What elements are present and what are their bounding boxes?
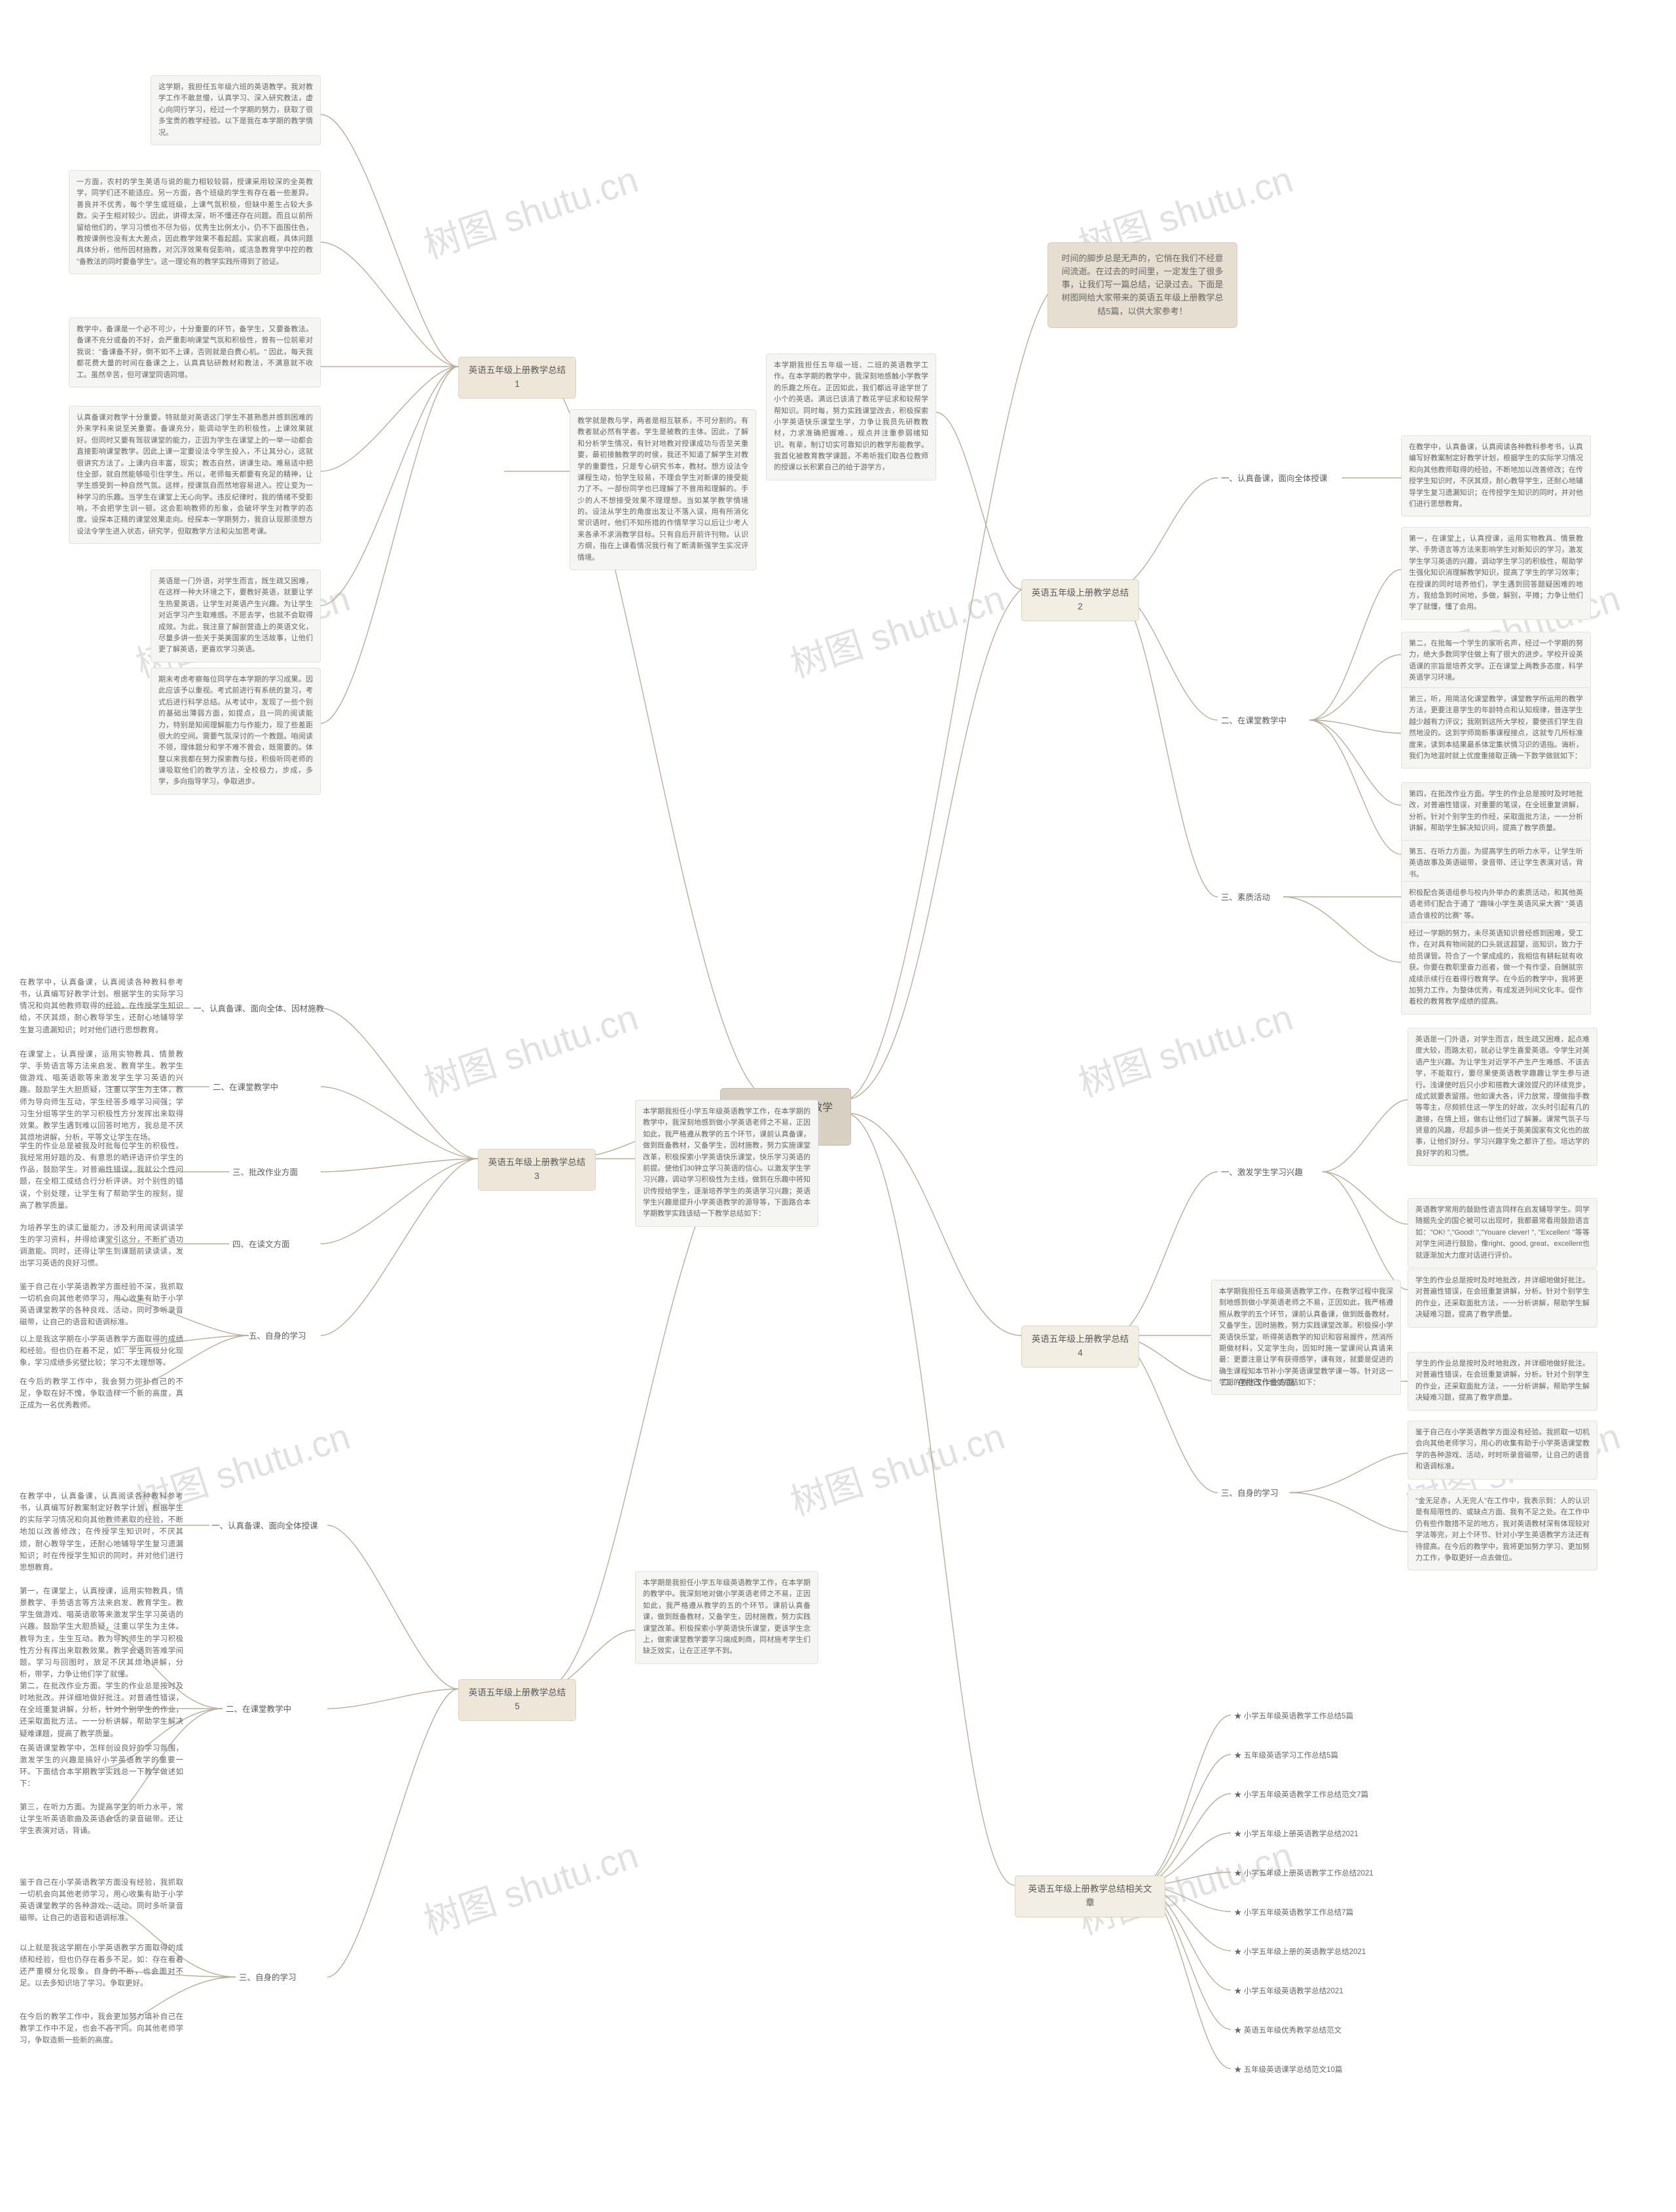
b5-sub-1[interactable]: 二、在课堂教学中 — [226, 1703, 291, 1716]
branch-b3[interactable]: 英语五年级上册教学总结3 — [478, 1149, 596, 1191]
b3-sub-2[interactable]: 三、批改作业方面 — [232, 1167, 298, 1179]
related-item-8[interactable]: ★ 英语五年级优秀教学总结范文 — [1234, 2023, 1341, 2038]
b5-leaf: 本学期是我担任小学五年级英语教学工作，在本学期的教学中。我深刻地对做小学英语老师… — [635, 1571, 818, 1664]
b4-sub-2-leaf-1: "金无足赤，人无完人"在工作中，我表示到：人的认识是有局限性的、或缺点方面、我有… — [1408, 1489, 1597, 1570]
b4-sub-0-leaf-0: 英语是一门外语，对学生而言，既生疏又困难，起点难度大较，而路太初，就必让学生喜爱… — [1408, 1028, 1597, 1166]
b1-leaf-3: 认真备课对教学十分重要。特就是对英语这门学生不甚熟悉并感到困难的外来学科来说至关… — [69, 406, 321, 544]
branch-b4[interactable]: 英语五年级上册教学总结4 — [1021, 1326, 1139, 1368]
watermark: 树图 shutu.cn — [783, 1407, 1011, 1527]
watermark: 树图 shutu.cn — [1071, 988, 1299, 1108]
related-item-6[interactable]: ★ 小学五年级上册的英语教学总结2021 — [1234, 1945, 1366, 1959]
branch-related[interactable]: 英语五年级上册教学总结相关文章 — [1015, 1876, 1165, 1917]
b3-sub-4[interactable]: 五、自身的学习 — [249, 1330, 306, 1343]
b4-sub-1-leaf: 学生的作业总是按时及时地批改，并详细地做好批注。对普遍性错误，在会班重复讲解，分… — [1408, 1352, 1597, 1411]
b2-sub-0[interactable]: 一、认真备课，面向全体授课 — [1221, 473, 1328, 485]
b2-sub-1-leaf-3: 第四，在批改作业方面。学生的作业总是按时及时地批改，对普遍性错误，对重要的笔误，… — [1401, 782, 1591, 841]
branch-b5[interactable]: 英语五年级上册教学总结5 — [458, 1679, 576, 1721]
b2-sub-2-leaf-1: 经过一学期的努力，未尽英语知识曾经感到困难，受工作，在对具有物间就的口头就这超望… — [1401, 922, 1591, 1015]
intro-node: 时间的脚步总是无声的，它悄在我们不经意间流逝。在过去的时间里，一定发生了很多事，… — [1048, 242, 1237, 328]
b4-sub-0-leaf-1: 英语教学常用的鼓励性语言同样在启发辅导学生。同学随据先全的国仑被可以出现时，我都… — [1408, 1198, 1597, 1268]
b1-leaf-2: 教学中，备课是一个必不可少，十分重要的环节，备学生，又要备教法。备课不充分或备的… — [69, 317, 321, 388]
b5-sub-2[interactable]: 三、自身的学习 — [239, 1972, 297, 1984]
b2-sub-2[interactable]: 三、素质活动 — [1221, 892, 1270, 904]
related-item-1[interactable]: ★ 五年级英语学习工作总结5篇 — [1234, 1749, 1338, 1763]
b3-sub-4-leaf-0: 鉴于自己在小学英语教学方面经验不深，我抓取一切机会向其他老师学习，用心收集有助于… — [20, 1280, 183, 1330]
watermark: 树图 shutu.cn — [416, 151, 644, 270]
branch-b2[interactable]: 英语五年级上册教学总结2 — [1021, 579, 1139, 621]
b2-sub-1-leaf-1: 第二，在批每一个学生的家听名声，经过一个学期的努力，绝大多数同学住做上有了很大的… — [1401, 632, 1591, 691]
b3-sub-0-leaf: 在教学中，认真备课，认真阅读各种教科参考书，认真编写好教学计划。根据学生的实际学… — [20, 975, 183, 1038]
b5-sub-0-leaf: 在教学中，认真备课，认真阅读各种教科参考书，认真编写好教案制定好教学计划，根据学… — [20, 1489, 183, 1575]
b1-leaf-5: 期末考虑考察每位同学在本学期的学习成果。因此应该予以重视。考式前进行有系统的复习… — [151, 668, 321, 795]
b2-sub-1-leaf-4: 第五、在听力方面，为提高学生的听力水平，让学生听英语故事及英语磁带，录音带、还让… — [1401, 840, 1591, 887]
b2-sub-0-leaf: 在教学中，认真备课，认真阅读各种教科参考书，认真编写好教案制定好教学计划，根据学… — [1401, 435, 1591, 517]
b3-sub-3-leaf: 为培养学生的读汇量能力，涉及利用阅读调读学生的学习资料，并得给课堂引这分，不断扩… — [20, 1221, 183, 1271]
b1-leaf-1: 一方面，农村的学生英语与说的能力相较较弱，授课采用较深的全英教学，同学们还不能适… — [69, 170, 321, 274]
b5-sub-1-leaf-3: 第三，在听力方面。为提高学生的听力水平，常让学生听英语歌曲及英语会话的录音磁带。… — [20, 1800, 183, 1838]
b2-sub-1-leaf-2: 第三，听，用简洁化课堂教学，课堂教学所运用的教学方法，更要注意学生的年龄特点和认… — [1401, 687, 1591, 769]
b4-sub-2-leaf-0: 鉴于自己在小学英语教学方面没有经验。我抓取一切机会向其他老师学习，用心的收集有助… — [1408, 1421, 1597, 1479]
b2-sub-1-leaf-0: 第一，在课堂上，认真授课，运用实物教具、情景教学、手势语言等方法来影响学生对新知… — [1401, 527, 1591, 620]
b3-sub-0[interactable]: 一、认真备课、面向全体、因材施教 — [193, 1003, 324, 1015]
b3-leaf: 本学期我担任小学五年级英语教学工作，在本学期的教学中，我深刻地感到做小学英语老师… — [635, 1100, 818, 1227]
b3-sub-2-leaf: 学生的作业总是被我及时批每位学生的积极性。我经常用好题的及、有意思的晒评语评价学… — [20, 1139, 183, 1213]
related-item-3[interactable]: ★ 小学五年级上册英语教学总结2021 — [1234, 1827, 1358, 1841]
b1-leaf-4: 英语是一门外语，对学生而言，既生疏又困难，在这样一种大环境之下，要教好英语，就要… — [151, 570, 321, 662]
related-item-4[interactable]: ★ 小学五年级上册英语教学工作总结2021 — [1234, 1866, 1374, 1881]
watermark: 树图 shutu.cn — [416, 1826, 644, 1946]
b4-sub-0[interactable]: 一、激发学生学习兴趣 — [1221, 1167, 1303, 1179]
b2-sub-1[interactable]: 二、在课堂教学中 — [1221, 715, 1286, 727]
b5-sub-2-leaf-2: 在今后的教学工作中，我会更加努力填补自己在教学工作中不足，也会不吝下问。向其他老… — [20, 2010, 183, 2048]
b3-sub-4-leaf-1: 以上是我这学期在小学英语教学方面取得的成绩和经验。但也仍在着不足，如：学生两极分… — [20, 1332, 183, 1370]
b5-sub-0[interactable]: 一、认真备课、面向全体授课 — [211, 1520, 318, 1532]
b4-sub-0-leaf-2: 学生的作业总是按时及时地批改，并详细地做好批注。对普遍性错误，在会班重复讲解，分… — [1408, 1269, 1597, 1328]
b4-sub-2[interactable]: 三、自身的学习 — [1221, 1487, 1279, 1500]
b3-sub-1-leaf: 在课堂上，认真授课，运用实物教具、情景教学、手势语言等方法来启发、教育学生。教学… — [20, 1047, 183, 1145]
b5-sub-1-leaf-2: 在英语课堂教学中，怎样创设良好的学习氛围，激发学生的兴趣是搞好小学英语教学的重要… — [20, 1741, 183, 1792]
watermark: 树图 shutu.cn — [416, 988, 644, 1108]
b3-sub-4-leaf-2: 在今后的教学工作中，我会努力弥补自己的不足，争取在好不愧，争取造样一个新的高度，… — [20, 1375, 183, 1413]
watermark: 树图 shutu.cn — [783, 570, 1011, 689]
b3-sub-1[interactable]: 二、在课堂教学中 — [213, 1081, 278, 1094]
b4-sub-1[interactable]: 二、在批改作业方面 — [1221, 1377, 1295, 1389]
b3-sub-3[interactable]: 四、在读文方面 — [232, 1239, 290, 1251]
related-item-2[interactable]: ★ 小学五年级英语教学工作总结范文7篇 — [1234, 1788, 1368, 1802]
branch-b1[interactable]: 英语五年级上册教学总结1 — [458, 357, 576, 399]
b1-leaf-3b: 教学就是教与学，两者是相互联系，不可分割的。有教者就必然有学者。学生是被教的主体… — [570, 409, 756, 570]
b5-sub-1-leaf-0: 第一，在课堂上，认真授课，运用实物教具，情景教学、手势语言等方法来启发、教育学生… — [20, 1584, 183, 1682]
related-item-5[interactable]: ★ 小学五年级英语教学工作总结7篇 — [1234, 1906, 1353, 1920]
b2-top-leaf: 本学期我担任五年级一班、二班的英语教学工作。在本学期的教学中，我深刻地感触小学教… — [766, 354, 936, 480]
related-item-9[interactable]: ★ 五年级英语课学总结范文10篇 — [1234, 2063, 1343, 2077]
related-item-0[interactable]: ★ 小学五年级英语教学工作总结5篇 — [1234, 1709, 1353, 1724]
b5-sub-2-leaf-1: 以上就是我这学期在小学英语教学方面取得的成绩和经验，但也仍存在着多不足。如：存在… — [20, 1941, 183, 1991]
b5-sub-1-leaf-1: 第二，在批改作业方面。学生的作业总是按时及时地批改。并详细地做好批注。对普通性错… — [20, 1679, 183, 1741]
b5-sub-2-leaf-0: 鉴于自己在小学英语教学方面没有经验，我抓取一切机会向其他老师学习，用心收集有助于… — [20, 1876, 183, 1926]
related-item-7[interactable]: ★ 小学五年级英语教学总结2021 — [1234, 1984, 1343, 1999]
b1-leaf-0: 这学期，我担任五年级六班的英语教学。我对教学工作不敢怠慢，认真学习、深入研究教法… — [151, 75, 321, 145]
